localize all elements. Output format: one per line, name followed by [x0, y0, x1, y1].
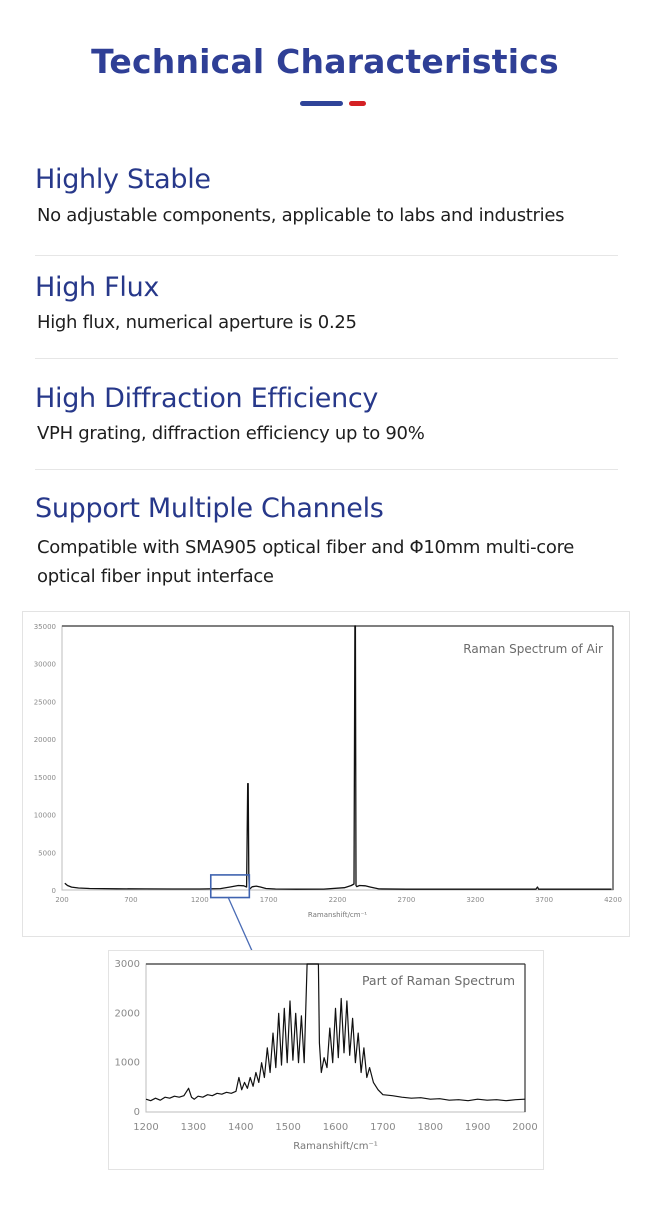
divider — [35, 358, 618, 359]
title-accent-bar-red — [349, 101, 366, 106]
feature-description: High flux, numerical aperture is 0.25 — [37, 312, 357, 333]
x-tick-label: 2700 — [397, 896, 415, 904]
chart-raman-spectrum-air-plot: 0 5000 10000 15000 20000 25000 30000 35000 200 70… — [34, 623, 622, 919]
feature-title: High Diffraction Efficiency — [35, 383, 379, 414]
feature-title: Support Multiple Channels — [35, 493, 384, 524]
feature-description: No adjustable components, applicable to … — [37, 205, 565, 226]
y-tick-label: 5000 — [38, 849, 56, 857]
y-tick-label: 1000 — [115, 1058, 140, 1069]
chart-title: Part of Raman Spectrum — [362, 973, 515, 988]
x-tick-label: 1500 — [275, 1122, 300, 1133]
series-line — [145, 963, 526, 1102]
x-tick-label: 4200 — [604, 896, 622, 904]
feature-high-flux: High Flux High flux, numerical aperture … — [35, 272, 618, 337]
divider — [35, 255, 618, 256]
x-tick-label: 1700 — [260, 896, 278, 904]
x-tick-label: 1900 — [465, 1122, 490, 1133]
y-tick-label: 20000 — [34, 736, 56, 744]
x-tick-label: 2000 — [512, 1122, 537, 1133]
y-tick-label: 0 — [52, 887, 56, 895]
series-line — [64, 625, 612, 890]
x-tick-label: 1600 — [323, 1122, 348, 1133]
page-title: Technical Characteristics — [91, 42, 559, 81]
y-tick-label: 3000 — [115, 959, 140, 970]
x-tick-label: 1300 — [181, 1122, 206, 1133]
feature-highly-stable: Highly Stable No adjustable components, … — [35, 164, 618, 230]
y-tick-label: 25000 — [34, 698, 56, 706]
x-tick-label: 1200 — [191, 896, 209, 904]
feature-support-multiple-channels: Support Multiple Channels Compatible wit… — [35, 493, 618, 591]
y-tick-label: 35000 — [34, 623, 56, 631]
x-tick-label: 1400 — [228, 1122, 253, 1133]
feature-high-diffraction-efficiency: High Diffraction Efficiency VPH grating,… — [35, 383, 618, 448]
x-axis-label: Ramanshift/cm⁻¹ — [293, 1141, 378, 1152]
x-tick-label: 3200 — [466, 896, 484, 904]
chart-raman-spectrum-air: 0 5000 10000 15000 20000 25000 30000 35000 200 70… — [22, 611, 630, 937]
x-tick-label: 700 — [124, 896, 137, 904]
chart-part-raman-spectrum-plot: 0 1000 2000 3000 1200 1300 1400 1500 1600 1700 180… — [115, 959, 538, 1152]
y-tick-label: 15000 — [34, 774, 56, 782]
chart-part-raman-spectrum: 0 1000 2000 3000 1200 1300 1400 1500 1600 1700 180… — [108, 950, 544, 1170]
x-tick-label: 1800 — [418, 1122, 443, 1133]
x-tick-label: 1200 — [133, 1122, 158, 1133]
title-accent-bar-blue — [300, 101, 343, 106]
divider — [35, 469, 618, 470]
x-tick-label: 2200 — [329, 896, 347, 904]
feature-title: Highly Stable — [35, 164, 211, 195]
feature-title: High Flux — [35, 272, 160, 303]
x-axis-label: Ramanshift/cm⁻¹ — [308, 911, 367, 919]
feature-description: VPH grating, diffraction efficiency up t… — [37, 423, 425, 444]
y-tick-label: 30000 — [34, 661, 56, 669]
x-tick-label: 200 — [55, 896, 68, 904]
x-tick-label: 3700 — [535, 896, 553, 904]
y-tick-label: 10000 — [34, 812, 56, 820]
x-tick-label: 1700 — [370, 1122, 395, 1133]
y-tick-label: 2000 — [115, 1008, 140, 1019]
y-tick-label: 0 — [134, 1107, 140, 1118]
plot-area — [61, 625, 614, 891]
chart-title: Raman Spectrum of Air — [463, 642, 603, 656]
feature-description: Compatible with SMA905 optical fiber and… — [37, 537, 575, 587]
